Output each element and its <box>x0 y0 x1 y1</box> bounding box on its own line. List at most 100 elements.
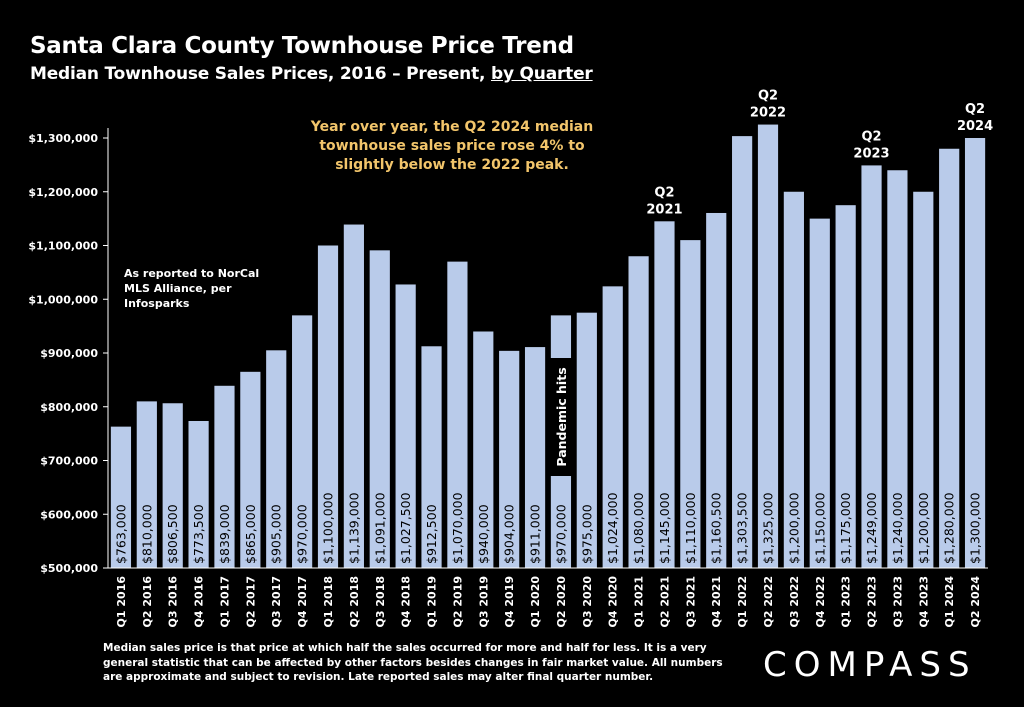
bar-q1-2020 <box>524 347 546 568</box>
x-tick-label: Q2 2021 <box>658 576 671 627</box>
bar-value-label: $1,240,000 <box>890 492 905 564</box>
bar-q4-2020 <box>602 286 623 568</box>
bar-value-label: $940,000 <box>476 504 491 564</box>
subtitle-text: Median Townhouse Sales Prices, 2016 – Pr… <box>30 64 491 84</box>
annotation-label: Q2 <box>965 102 985 117</box>
bar-value-label: $1,091,000 <box>372 492 387 564</box>
x-tick-label: Q3 2019 <box>477 576 490 627</box>
x-tick-label: Q3 2022 <box>788 576 801 627</box>
bar-value-label: $1,303,500 <box>735 492 750 564</box>
bar-q4-2021 <box>706 212 727 568</box>
bar-value-label: $763,000 <box>113 504 128 564</box>
x-tick-label: Q2 2024 <box>969 576 982 628</box>
x-tick-label: Q1 2022 <box>736 576 749 627</box>
bar-q2-2023 <box>861 165 882 568</box>
bar-value-label: $904,000 <box>502 504 517 564</box>
bar-value-label: $1,150,000 <box>812 492 827 564</box>
bar-q1-2019 <box>421 346 442 568</box>
bar-value-label: $1,027,500 <box>398 492 413 564</box>
x-tick-label: Q2 2020 <box>555 576 568 628</box>
pandemic-label: Pandemic hits <box>554 367 569 466</box>
x-tick-label: Q3 2018 <box>374 576 387 627</box>
bar-value-label: $912,500 <box>424 504 439 564</box>
x-tick-label: Q2 2017 <box>244 576 257 627</box>
y-tick-label: $600,000 <box>40 508 98 521</box>
event-label-background <box>548 358 574 476</box>
x-tick-label: Q3 2016 <box>167 576 180 628</box>
bar-value-label: $773,500 <box>191 504 206 564</box>
bar-q1-2024 <box>939 148 960 568</box>
subtitle-by-quarter: by Quarter <box>490 64 593 84</box>
bar-q4-2022 <box>809 218 830 568</box>
bar-q4-2023 <box>913 191 934 568</box>
bar-q3-2018 <box>369 250 390 568</box>
compass-logo: COMPASS <box>763 645 977 685</box>
y-tick-label: $900,000 <box>40 347 98 360</box>
bar-value-label: $865,000 <box>243 504 258 564</box>
x-axis: Q1 2016 Q2 2016 Q3 2016 Q4 2016 Q1 2017 Q2 20… <box>108 567 988 628</box>
y-tick-label: $1,000,000 <box>28 293 98 306</box>
annotation-label: 2023 <box>853 146 889 161</box>
chart-subtitle: Median Townhouse Sales Prices, 2016 – Pr… <box>30 64 593 84</box>
bar-value-label: $1,200,000 <box>786 492 801 564</box>
x-tick-label: Q1 2019 <box>426 576 439 627</box>
bar-value-label: $1,325,000 <box>761 492 776 564</box>
bar-value-label: $970,000 <box>553 504 568 564</box>
bar-q4-2018 <box>395 284 416 568</box>
y-tick-label: $1,200,000 <box>28 186 98 199</box>
x-tick-label: Q2 2023 <box>866 576 879 627</box>
x-tick-label: Q3 2017 <box>270 576 283 627</box>
source-note: As reported to NorCal MLS Alliance, per … <box>124 267 260 310</box>
bar-value-label: $905,000 <box>269 504 284 564</box>
y-tick-label: $700,000 <box>40 455 98 468</box>
bar-q3-2023 <box>887 170 908 568</box>
bar-q2-2016 <box>136 401 157 568</box>
bar-value-label: $1,024,000 <box>605 492 620 564</box>
x-tick-label: Q3 2021 <box>684 576 697 627</box>
y-axis: $500,000 $600,000 $700,000 $800,000 $900,000… <box>28 128 109 575</box>
bar-q3-2016 <box>162 403 183 568</box>
bar-value-label: $1,110,000 <box>683 492 698 564</box>
bar-value-label: $1,100,000 <box>321 492 336 564</box>
bar-q4-2017 <box>292 315 313 568</box>
x-tick-label: Q1 2016 <box>115 576 128 628</box>
x-tick-label: Q4 2016 <box>193 576 206 628</box>
bar-q1-2017 <box>214 385 235 568</box>
x-tick-label: Q2 2018 <box>348 576 361 627</box>
y-tick-label: $1,100,000 <box>28 240 98 253</box>
x-tick-label: Q1 2023 <box>840 576 853 627</box>
x-tick-label: Q4 2021 <box>710 576 723 627</box>
x-tick-label: Q1 2024 <box>943 576 956 628</box>
annotation-label: Q2 <box>861 129 881 144</box>
x-tick-label: Q4 2020 <box>607 576 620 628</box>
bar-value-label: $839,000 <box>217 504 232 564</box>
bar-value-label: $1,249,000 <box>864 492 879 564</box>
bar-value-label: $1,080,000 <box>631 492 646 564</box>
bar-value-label: $1,145,000 <box>657 492 672 564</box>
annotation-label: Q2 <box>654 185 674 200</box>
bar-value-label: $810,000 <box>139 504 154 564</box>
bar-value-label: $806,500 <box>165 504 180 564</box>
annotation-label: Q2 <box>758 89 778 104</box>
callout-text: Year over year, the Q2 2024 median townh… <box>310 119 594 173</box>
bar-q3-2021 <box>680 240 701 568</box>
x-tick-label: Q4 2017 <box>296 576 309 627</box>
bar-q2-2018 <box>343 224 364 568</box>
bar-q2-2021 <box>654 221 675 568</box>
bar-value-label: $1,200,000 <box>916 492 931 564</box>
x-tick-label: Q3 2020 <box>581 576 594 628</box>
bar-value-label: $1,300,000 <box>968 492 983 564</box>
bar-q2-2022 <box>757 124 779 568</box>
x-tick-label: Q1 2017 <box>218 576 231 627</box>
bar-q1-2023 <box>835 205 856 568</box>
x-tick-label: Q1 2021 <box>633 576 646 627</box>
bar-q3-2017 <box>266 350 287 568</box>
bar-value-label: $1,280,000 <box>942 492 957 564</box>
x-tick-label: Q2 2022 <box>762 576 775 627</box>
bars: $763,000 $810,000 $806,500 $773,500 $839,000… <box>110 124 986 568</box>
x-tick-label: Q1 2020 <box>529 576 542 628</box>
x-tick-label: Q4 2023 <box>917 576 930 627</box>
bar-q1-2018 <box>317 245 339 568</box>
bar-q2-2019 <box>447 261 468 568</box>
bar-value-label: $1,070,000 <box>450 492 465 564</box>
